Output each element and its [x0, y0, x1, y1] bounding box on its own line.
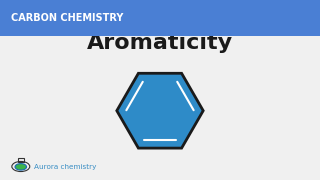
Bar — [18, 158, 24, 162]
Polygon shape — [117, 73, 203, 148]
Bar — [0, 0, 320, 36]
Text: CARBON CHEMISTRY: CARBON CHEMISTRY — [11, 13, 124, 23]
Circle shape — [15, 164, 27, 170]
Text: Aromaticity: Aromaticity — [87, 33, 233, 53]
Text: Aurora chemistry: Aurora chemistry — [34, 163, 96, 170]
